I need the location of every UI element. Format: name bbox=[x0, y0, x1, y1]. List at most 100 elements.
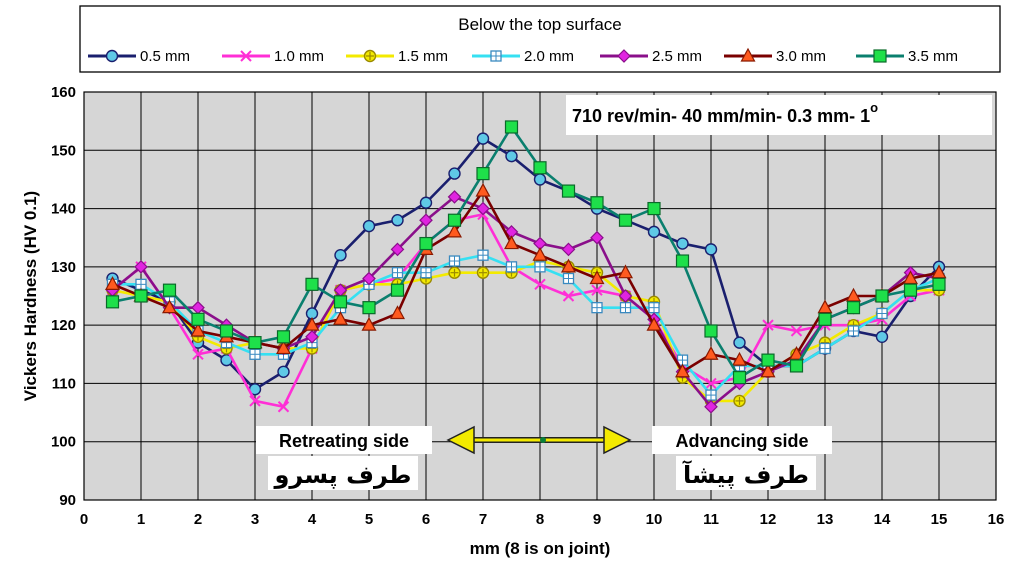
legend-box bbox=[79, 5, 1001, 73]
x-axis-label: mm (8 is on joint) bbox=[470, 539, 611, 558]
process-params-main: 710 rev/min- 40 mm/min- 0.3 mm- 1 bbox=[572, 106, 870, 126]
data-point bbox=[391, 267, 404, 279]
x-tick-label: 14 bbox=[874, 511, 891, 528]
data-point bbox=[619, 302, 632, 314]
x-tick-label: 11 bbox=[703, 511, 719, 528]
joint-marker-icon bbox=[540, 437, 546, 443]
data-point bbox=[931, 264, 947, 279]
data-point bbox=[277, 365, 290, 378]
x-tick-label: 15 bbox=[931, 511, 948, 528]
data-point bbox=[390, 283, 405, 297]
data-point bbox=[447, 213, 462, 227]
data-point bbox=[475, 182, 491, 197]
data-point bbox=[847, 325, 860, 337]
data-point bbox=[476, 167, 490, 181]
series-3-5-mm bbox=[105, 120, 946, 385]
legend-label: 3.0 mm bbox=[776, 48, 826, 65]
data-point bbox=[591, 302, 603, 314]
data-point bbox=[390, 242, 405, 257]
legend-marker bbox=[490, 50, 502, 62]
data-point bbox=[420, 267, 432, 279]
process-params-background bbox=[566, 95, 992, 135]
legend-title: Below the top surface bbox=[458, 15, 621, 34]
data-point bbox=[704, 243, 718, 256]
data-point bbox=[704, 399, 718, 414]
data-point bbox=[590, 196, 604, 210]
retreating-label: Retreating side bbox=[279, 431, 409, 451]
side-annotations: Retreating side طرف پسرو Advancing side … bbox=[256, 425, 832, 490]
legend-marker bbox=[240, 50, 252, 62]
data-point bbox=[845, 287, 862, 302]
x-tick-label: 4 bbox=[308, 511, 317, 528]
data-point bbox=[647, 201, 661, 216]
data-point bbox=[733, 336, 746, 349]
data-point bbox=[161, 299, 178, 314]
data-point bbox=[846, 301, 861, 315]
y-tick-label: 120 bbox=[51, 317, 76, 334]
data-point bbox=[389, 305, 406, 320]
legend-item: 1.0 mm bbox=[222, 48, 324, 65]
data-point bbox=[362, 271, 376, 286]
legend-label: 3.5 mm bbox=[908, 48, 958, 65]
data-point bbox=[562, 272, 575, 285]
y-tick-label: 110 bbox=[52, 375, 76, 392]
data-point bbox=[134, 260, 148, 274]
process-params-degree: o bbox=[870, 100, 878, 115]
data-point bbox=[361, 316, 377, 331]
data-point bbox=[419, 213, 433, 228]
data-point bbox=[533, 161, 547, 175]
data-point bbox=[789, 359, 804, 373]
data-point bbox=[190, 322, 206, 337]
x-tick-labels: 0 1 2 3 4 5 6 7 8 9 10 11 12 13 14 15 16 bbox=[80, 511, 1005, 528]
data-point bbox=[249, 395, 261, 407]
data-point bbox=[105, 295, 120, 309]
data-point bbox=[248, 336, 262, 350]
data-point bbox=[304, 316, 320, 331]
data-point bbox=[646, 316, 662, 331]
x-tick-label: 8 bbox=[536, 511, 544, 528]
data-point bbox=[305, 277, 319, 291]
data-point bbox=[391, 214, 404, 227]
legend: Below the top surface 0.5 mm 1.0 mm 1.5 mm… bbox=[79, 5, 1001, 73]
data-point bbox=[504, 120, 519, 134]
data-point bbox=[675, 254, 690, 268]
data-point bbox=[561, 242, 576, 257]
x-tick-label: 5 bbox=[365, 511, 373, 528]
data-point bbox=[732, 371, 747, 385]
data-point bbox=[618, 289, 633, 303]
legend-item: 3.0 mm bbox=[724, 47, 826, 65]
legend-marker bbox=[363, 49, 377, 63]
series-layer bbox=[104, 120, 947, 414]
data-point bbox=[305, 329, 319, 344]
data-point bbox=[817, 299, 833, 314]
legend-items: 0.5 mm 1.0 mm 1.5 mm 2.0 mm 2.5 mm 3.0 mm 3.5 … bbox=[88, 47, 958, 65]
advancing-label-bg bbox=[652, 426, 832, 454]
data-point bbox=[703, 346, 719, 360]
data-point bbox=[561, 184, 576, 198]
data-point bbox=[191, 312, 205, 326]
data-point bbox=[617, 264, 634, 279]
y-axis-label: Vickers Hardness (HV 0.1) bbox=[21, 191, 40, 401]
data-point bbox=[332, 311, 349, 325]
data-point bbox=[875, 330, 889, 343]
legend-label: 0.5 mm bbox=[140, 48, 190, 65]
data-point bbox=[902, 270, 919, 285]
data-point bbox=[476, 266, 490, 279]
data-point bbox=[477, 249, 489, 261]
y-tick-label: 100 bbox=[51, 434, 76, 451]
data-point bbox=[447, 190, 462, 204]
y-tick-label: 130 bbox=[51, 259, 76, 276]
data-point bbox=[560, 258, 577, 273]
legend-label: 1.0 mm bbox=[274, 48, 324, 65]
x-tick-label: 10 bbox=[646, 511, 663, 528]
y-tick-label: 160 bbox=[51, 84, 76, 101]
advancing-label-persian: طرف پیشآ bbox=[682, 460, 809, 489]
legend-marker bbox=[873, 49, 887, 63]
data-point bbox=[876, 307, 888, 320]
legend-label: 2.0 mm bbox=[524, 48, 574, 65]
data-point bbox=[192, 348, 204, 360]
x-tick-label: 6 bbox=[422, 511, 430, 528]
y-tick-label: 150 bbox=[51, 142, 76, 159]
advancing-label: Advancing side bbox=[675, 431, 808, 451]
data-point bbox=[533, 173, 547, 186]
